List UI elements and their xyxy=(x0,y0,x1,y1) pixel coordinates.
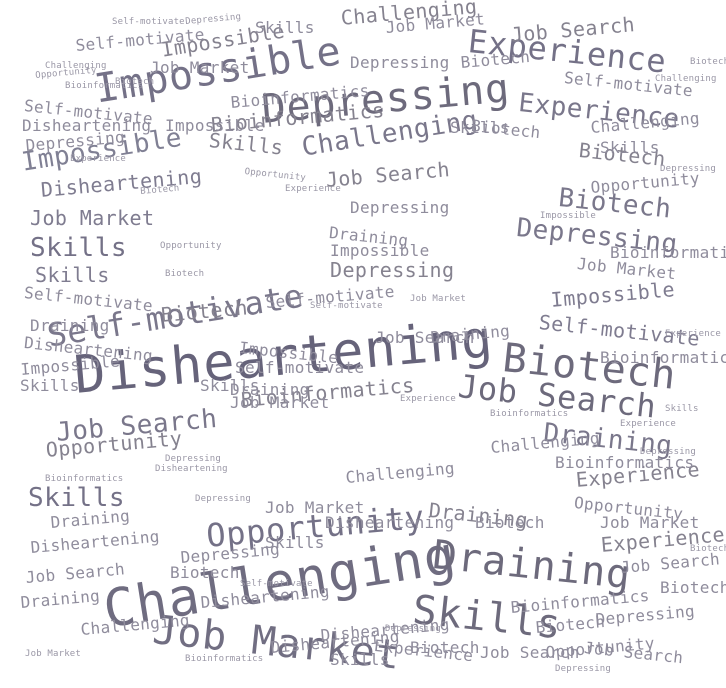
word-draining: Draining xyxy=(30,316,110,335)
word-biotech: Biotech xyxy=(475,513,545,532)
word-biotech: Biotech xyxy=(410,638,480,657)
word-job-market: Job Market xyxy=(25,649,81,659)
word-opportunity: Opportunity xyxy=(589,168,701,197)
word-job-market: Job Market xyxy=(600,513,700,532)
word-biotech: Biotech xyxy=(534,611,606,637)
word-challenging: Challenging xyxy=(344,458,456,487)
word-disheartening: Disheartening xyxy=(325,513,455,532)
word-depressing: Depressing xyxy=(165,454,221,464)
word-biotech: Biotech xyxy=(470,116,542,143)
word-skills: Skills xyxy=(450,118,510,137)
word-draining: Draining xyxy=(429,321,511,347)
word-biotech: Biotech xyxy=(165,269,205,279)
word-depressing: Depressing xyxy=(330,258,455,282)
word-opportunity: Opportunity xyxy=(160,241,222,251)
word-experience: Experience xyxy=(70,154,126,164)
word-skills: Skills xyxy=(28,483,126,513)
word-impossible: Impossible xyxy=(165,116,265,135)
word-biotech: Biotech xyxy=(459,46,531,72)
word-job-market: Job Market xyxy=(410,294,466,304)
word-disheartening: Disheartening xyxy=(22,116,152,135)
word-biotech: Biotech xyxy=(115,77,155,87)
word-job-market: Job Market xyxy=(265,498,365,517)
word-skills: Skills xyxy=(30,233,128,263)
word-experience: Experience xyxy=(620,419,676,429)
word-skills: Skills xyxy=(665,404,699,414)
word-experience: Experience xyxy=(665,329,721,339)
word-bioinformatics: Bioinformatics xyxy=(490,409,569,419)
word-depressing: Depressing xyxy=(385,624,441,634)
word-job-search: Job Search xyxy=(375,328,475,347)
word-bioinformatics: Bioinformatics xyxy=(555,453,695,472)
word-challenging: Challenging xyxy=(655,74,717,84)
word-self-motivate: Self-motivate xyxy=(310,301,383,311)
word-draining: Draining xyxy=(19,586,101,612)
word-impossible: Impossible xyxy=(549,277,676,312)
word-depressing: Depressing xyxy=(184,12,242,27)
word-draining: Draining xyxy=(49,506,131,532)
word-impossible: Impossible xyxy=(540,211,596,221)
word-job-search: Job Search xyxy=(619,549,721,577)
word-bioinformatics: Bioinformatics xyxy=(65,81,144,91)
word-self-motivate: Self-motivate xyxy=(112,17,185,27)
word-opportunity: Opportunity xyxy=(244,167,307,184)
word-job-market: Job Market xyxy=(150,58,250,77)
word-biotech: Biotech xyxy=(690,544,726,554)
word-biotech: Biotech xyxy=(690,57,726,67)
word-depressing: Depressing xyxy=(350,53,450,72)
word-skills: Skills xyxy=(35,263,110,287)
word-skills: Skills xyxy=(20,376,80,395)
word-challenging: Challenging xyxy=(45,61,107,71)
word-bioinformatics: Bioinformatics xyxy=(600,348,726,367)
word-job-search: Job Search xyxy=(324,157,451,192)
word-self-motivate: Self-motivate xyxy=(235,358,365,377)
word-job-market: Job Market xyxy=(30,206,155,230)
word-bioinformatics: Bioinformatics xyxy=(45,474,124,484)
word-depressing: Depressing xyxy=(555,664,611,674)
word-draining: Draining xyxy=(230,380,310,399)
word-bioinformatics: Bioinformatics xyxy=(185,654,264,664)
word-depressing: Depressing xyxy=(660,164,716,174)
word-biotech: Biotech xyxy=(170,563,240,582)
word-biotech: Biotech xyxy=(139,183,180,197)
word-biotech: Biotech xyxy=(660,578,726,597)
word-bioinformatics: Bioinformatics xyxy=(610,243,726,262)
word-job-search: Job Search xyxy=(480,643,580,662)
word-skills: Skills xyxy=(600,138,660,157)
word-experience: Experience xyxy=(400,394,456,404)
word-depressing: Depressing xyxy=(195,494,251,504)
word-impossible: Impossible xyxy=(330,241,430,260)
word-skills: Skills xyxy=(330,650,390,669)
word-disheartening: Disheartening xyxy=(29,526,161,557)
word-job-market: Job Market xyxy=(230,393,330,412)
word-skills: Skills xyxy=(255,18,315,37)
word-skills: Skills xyxy=(200,376,260,395)
word-depressing: Depressing xyxy=(640,447,696,457)
word-experience: Experience xyxy=(285,184,341,194)
word-skills: Skills xyxy=(265,533,325,552)
word-depressing: Depressing xyxy=(350,198,450,217)
word-self-motivate: Self-motivate xyxy=(240,579,313,589)
word-disheartening: Disheartening xyxy=(155,464,228,474)
